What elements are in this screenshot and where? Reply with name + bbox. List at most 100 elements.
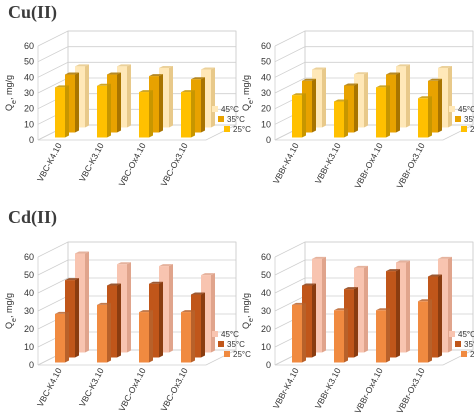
y-axis-label-main: Q	[241, 104, 251, 111]
legend-swatch	[461, 351, 467, 357]
legend-swatch	[218, 341, 224, 347]
x-tick-label: VBBr-K4.10	[271, 141, 301, 186]
bar-side	[396, 269, 400, 358]
bar	[201, 275, 211, 353]
legend-label: 35°C	[227, 340, 245, 349]
chart-cu-vbbr: 0 10 20 30 40 50 60 Qe, mg/g 45°C35°C25°C VBBr-K4…	[237, 22, 474, 204]
legend-label: 35°C	[464, 340, 474, 349]
legend-swatch	[224, 351, 230, 357]
bar-top	[75, 251, 89, 254]
bar-top	[149, 281, 163, 284]
bar-side	[65, 311, 69, 363]
y-tick-label: 40	[24, 72, 34, 82]
x-tick-label: VBBr-K4.10	[271, 366, 301, 411]
bar-side	[169, 66, 173, 128]
y-tick-label: 50	[261, 57, 271, 67]
bar-top	[344, 83, 358, 86]
legend-label: 25°C	[233, 350, 251, 359]
chart-cd-vbbr: 0 10 20 30 40 50 60 Qe, mg/g 45°C35°C25°C VBBr-K4…	[237, 230, 474, 415]
bar-top	[334, 99, 348, 102]
y-axis-label-sub: e	[11, 100, 18, 104]
y-tick-label: 60	[261, 252, 271, 262]
bar-top	[97, 302, 111, 305]
y-tick-label: 20	[24, 324, 34, 334]
y-axis-label-main: Q	[4, 322, 14, 329]
legend-swatch	[455, 341, 461, 347]
bar-side	[312, 283, 316, 358]
y-tick-label: 10	[24, 342, 34, 352]
bar-top	[117, 64, 131, 67]
bar-top	[55, 85, 69, 88]
bar-top	[438, 256, 452, 259]
legend-label: 45°C	[221, 105, 239, 114]
legend-label: 35°C	[227, 115, 245, 124]
y-tick-label: 0	[29, 360, 34, 370]
bar-top	[159, 264, 173, 267]
bar-top	[191, 292, 205, 295]
legend-label: 25°C	[470, 125, 474, 134]
bar-side	[85, 64, 89, 128]
y-tick-label: 0	[266, 135, 271, 145]
y-tick-label: 30	[24, 88, 34, 98]
bar	[107, 285, 117, 358]
bar-top	[191, 77, 205, 80]
bar-side	[191, 90, 195, 138]
legend-label: 45°C	[458, 330, 474, 339]
y-tick-label: 30	[24, 306, 34, 316]
y-tick-label: 20	[261, 324, 271, 334]
y-axis-label-sub: e	[248, 100, 255, 104]
bar-side	[149, 90, 153, 138]
y-axis-label-rest: , mg/g	[241, 75, 251, 100]
bar-top	[181, 90, 195, 93]
x-tick-label: VBC-Ox3.10	[159, 141, 190, 188]
bar	[418, 98, 428, 138]
bar-top	[386, 269, 400, 272]
y-tick-label: 50	[261, 270, 271, 280]
bar	[344, 289, 354, 358]
bar-side	[448, 66, 452, 128]
bar-side	[211, 273, 215, 353]
bar-side	[386, 308, 390, 363]
bar-side	[302, 93, 306, 138]
chart-cd-vbc: 0 10 20 30 40 50 60 Qe, mg/g 45°C 35°C 25°C VBC-K4.…	[0, 230, 251, 414]
bar-side	[322, 67, 326, 128]
bar-top	[75, 64, 89, 67]
bar	[354, 74, 364, 128]
bar-side	[191, 310, 195, 363]
y-tick-label: 20	[24, 104, 34, 114]
bar	[139, 92, 149, 138]
bar-side	[344, 308, 348, 363]
bar-side	[322, 256, 326, 353]
bar-top	[149, 74, 163, 77]
bar-side	[406, 64, 410, 128]
x-tick-label: VBBr-Ox4.10	[352, 141, 384, 190]
bar	[302, 80, 312, 133]
bar-top	[97, 83, 111, 86]
bar	[55, 313, 65, 363]
bar-top	[117, 262, 131, 265]
legend-label: 25°C	[233, 125, 251, 134]
y-axis-label-main: Q	[241, 322, 251, 329]
y-tick-label: 10	[261, 119, 271, 129]
bar	[139, 312, 149, 363]
bar-top	[428, 274, 442, 277]
legend-label: 35°C	[464, 115, 474, 124]
bar-side	[159, 74, 163, 133]
y-tick-label: 40	[261, 288, 271, 298]
y-axis-label: Qe, mg/g	[241, 293, 255, 329]
bar-top	[438, 66, 452, 68]
bar-top	[418, 96, 432, 99]
bar	[312, 69, 322, 128]
x-tick-label: VBC-K4.10	[35, 366, 64, 408]
chart-cu-vbc: 0 10 20 30 40 50 60 Qe, mg/g 45°C 35°C 25°C VBC-K4.…	[0, 22, 251, 204]
bar	[376, 310, 386, 363]
bar-top	[428, 78, 442, 81]
bar-side	[117, 72, 121, 133]
bar-top	[396, 260, 410, 263]
bar-top	[65, 278, 79, 281]
y-tick-label: 0	[29, 135, 34, 145]
bar	[149, 76, 159, 133]
bar-top	[201, 67, 215, 70]
y-tick-label: 0	[266, 360, 271, 370]
